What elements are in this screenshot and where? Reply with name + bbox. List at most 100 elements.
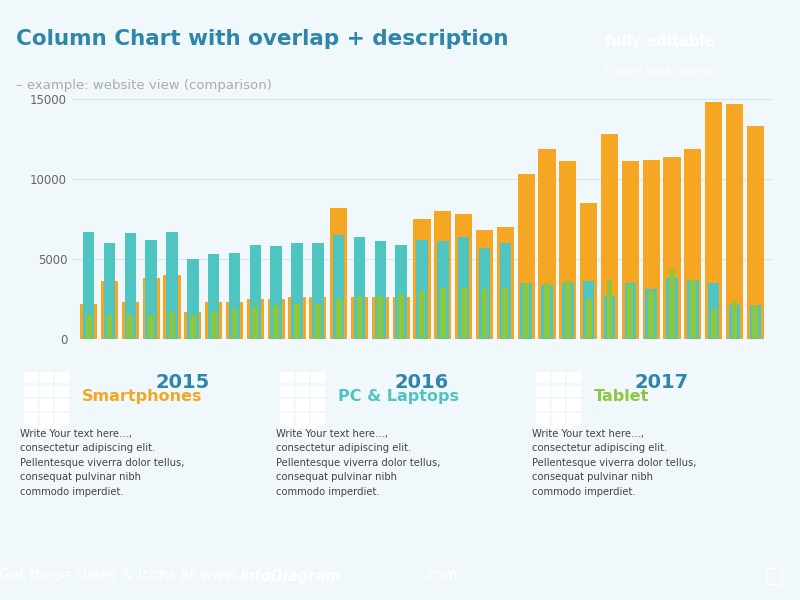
Bar	[416, 240, 428, 339]
Bar	[127, 315, 134, 339]
Bar	[625, 283, 636, 339]
Bar	[523, 283, 529, 339]
Bar	[268, 299, 285, 339]
Bar	[437, 241, 449, 339]
Bar	[583, 281, 594, 339]
Bar	[419, 291, 425, 339]
Bar	[310, 298, 326, 339]
Bar	[33, 425, 59, 428]
Bar	[246, 299, 264, 339]
Bar	[24, 413, 37, 424]
Bar	[291, 243, 302, 339]
Bar	[604, 296, 615, 339]
Bar	[545, 425, 571, 428]
Bar	[536, 371, 549, 382]
Bar	[544, 283, 550, 339]
Bar	[55, 413, 68, 424]
Bar	[478, 248, 490, 339]
Bar	[80, 304, 98, 339]
Bar	[122, 302, 139, 339]
Bar	[461, 288, 466, 339]
Bar	[166, 232, 178, 339]
Bar	[146, 240, 157, 339]
Text: Column Chart with overlap + description: Column Chart with overlap + description	[16, 29, 509, 49]
Bar	[606, 280, 613, 339]
Bar	[393, 298, 410, 339]
Bar	[648, 291, 654, 339]
Bar	[552, 371, 564, 382]
Bar	[336, 299, 342, 339]
Bar	[24, 386, 37, 396]
Bar	[205, 302, 222, 339]
Bar	[40, 371, 52, 382]
Bar	[497, 227, 514, 339]
Text: Write Your text here...,
consectetur adipiscing elit.
Pellentesque viverra dolor: Write Your text here..., consectetur adi…	[20, 429, 184, 497]
Bar	[500, 243, 511, 339]
Bar	[210, 312, 217, 339]
Bar	[586, 299, 591, 339]
Bar	[669, 270, 675, 339]
Bar	[24, 371, 37, 382]
Bar	[502, 288, 508, 339]
Bar	[354, 236, 366, 339]
Bar	[253, 307, 258, 339]
Bar	[280, 371, 293, 382]
Bar	[482, 289, 487, 339]
Bar	[538, 149, 555, 339]
Bar	[455, 214, 472, 339]
Text: – example: website view (comparison): – example: website view (comparison)	[16, 79, 272, 92]
Bar	[476, 230, 493, 339]
Bar	[274, 305, 279, 339]
Bar	[190, 315, 196, 339]
Bar	[83, 232, 94, 339]
Bar	[687, 280, 698, 339]
Bar	[86, 315, 91, 339]
Bar	[101, 281, 118, 339]
Bar	[567, 371, 580, 382]
Bar	[289, 425, 315, 428]
Bar	[552, 386, 564, 396]
Bar	[294, 304, 300, 339]
Bar	[710, 308, 717, 339]
Text: fully editable: fully editable	[605, 34, 714, 49]
Bar	[684, 149, 702, 339]
Text: Write Your text here...,
consectetur adipiscing elit.
Pellentesque viverra dolor: Write Your text here..., consectetur adi…	[276, 429, 440, 497]
Bar	[458, 236, 470, 339]
Bar	[104, 243, 115, 339]
Polygon shape	[488, 17, 513, 93]
Bar	[398, 294, 404, 339]
Bar	[746, 126, 764, 339]
Bar	[521, 283, 532, 339]
Bar	[311, 413, 324, 424]
Bar	[163, 275, 181, 339]
Text: Write Your text here...,
consectetur adipiscing elit.
Pellentesque viverra dolor: Write Your text here..., consectetur adi…	[532, 429, 696, 497]
Bar	[708, 283, 719, 339]
Bar	[567, 413, 580, 424]
Bar	[311, 371, 324, 382]
Bar	[296, 371, 308, 382]
Bar	[296, 413, 308, 424]
Bar	[562, 283, 574, 339]
Text: 2016: 2016	[395, 373, 449, 392]
Bar	[148, 315, 154, 339]
Bar	[642, 160, 660, 339]
Text: infoDiagram: infoDiagram	[239, 569, 341, 583]
Bar	[184, 312, 202, 339]
Bar	[663, 157, 681, 339]
Bar	[567, 386, 580, 396]
Bar	[753, 305, 758, 339]
Bar	[330, 208, 347, 339]
Bar	[125, 233, 136, 339]
Bar	[270, 246, 282, 339]
Bar	[666, 278, 678, 339]
Bar	[40, 413, 52, 424]
Bar	[229, 253, 240, 339]
Bar	[280, 400, 293, 410]
Bar	[250, 245, 261, 339]
Text: 2017: 2017	[634, 373, 689, 392]
Text: 2015: 2015	[155, 373, 210, 392]
Bar	[55, 386, 68, 396]
Bar	[55, 371, 68, 382]
Text: Get these slides & icons at www.: Get these slides & icons at www.	[0, 569, 239, 583]
Bar	[372, 298, 389, 339]
